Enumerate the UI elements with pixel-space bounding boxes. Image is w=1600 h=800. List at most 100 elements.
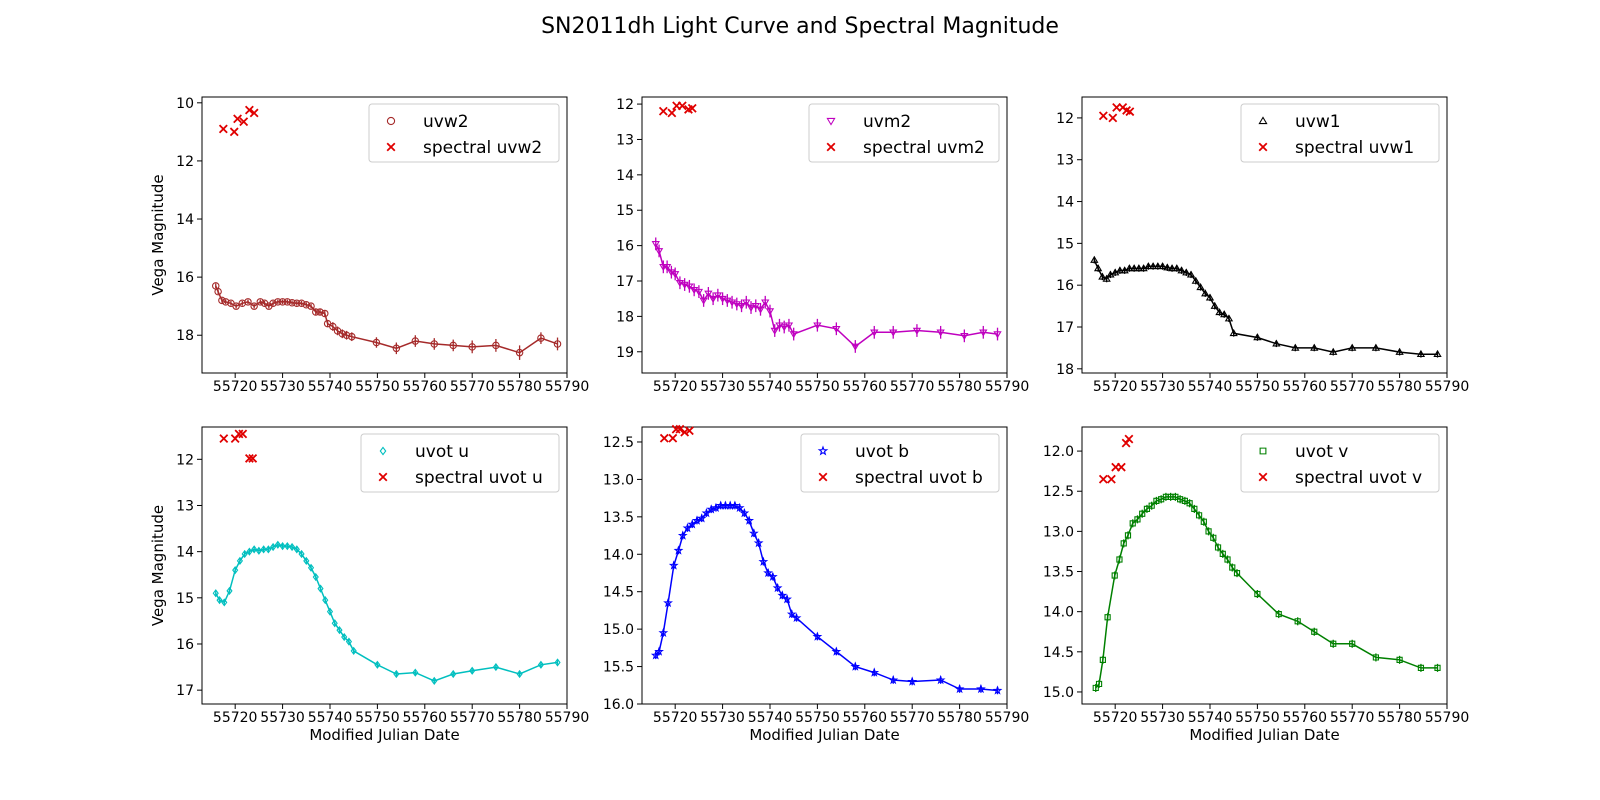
data-point	[1158, 496, 1165, 503]
data-point	[372, 338, 381, 347]
data-point	[293, 299, 301, 308]
data-point	[331, 619, 338, 628]
y-tick-label: 13.0	[1043, 524, 1074, 540]
subplot-uvot-u: 55720 55730 55740 55750 55760 55770 55780 55790…	[149, 426, 589, 744]
data-point	[251, 545, 258, 554]
y-tick-label: 19	[616, 345, 634, 361]
legend-label: uvm2	[863, 112, 911, 132]
data-point	[673, 545, 684, 555]
x-tick-label: 55760	[843, 379, 888, 395]
legend: uvm2 spectral uvm2	[808, 103, 1000, 163]
data-point	[246, 547, 253, 556]
data-point	[1311, 628, 1318, 635]
data-point	[345, 637, 353, 646]
legend-marker	[1258, 472, 1268, 482]
data-point	[288, 542, 296, 552]
data-point	[791, 612, 802, 623]
data-point	[912, 327, 922, 335]
data-point	[1214, 544, 1222, 551]
y-tick-label: 15.5	[603, 660, 634, 676]
data-point	[1125, 264, 1134, 272]
y-tick-label: 14.0	[1043, 605, 1074, 621]
data-point	[1433, 349, 1442, 357]
x-tick-label: 55740	[308, 379, 353, 395]
x-tick-label: 55720	[653, 379, 698, 395]
data-point	[907, 676, 918, 686]
legend-marker	[378, 472, 388, 482]
data-point	[1111, 572, 1118, 579]
data-point	[1396, 656, 1403, 663]
data-point	[1224, 556, 1231, 563]
x-tick-label: 55720	[213, 710, 258, 726]
spectral-point	[658, 106, 668, 116]
data-point	[767, 571, 778, 581]
spectral-point	[1124, 434, 1134, 444]
x-tick-label: 55740	[748, 379, 793, 395]
data-point	[1090, 255, 1099, 263]
data-point	[751, 302, 760, 311]
x-tick-label: 55790	[985, 710, 1030, 726]
y-tick-label: 13.5	[1043, 565, 1074, 581]
data-point	[662, 264, 672, 272]
spectral-point	[1098, 474, 1108, 484]
legend-box	[808, 103, 1000, 163]
legend-label: uvw2	[423, 112, 469, 132]
data-point	[288, 298, 296, 307]
spectral-point	[659, 433, 669, 443]
data-point	[312, 572, 319, 582]
data-point	[468, 343, 476, 351]
y-tick-label: 16	[1056, 278, 1074, 294]
y-tick-label: 10	[176, 96, 194, 112]
data-point	[1163, 263, 1172, 271]
data-point	[1115, 266, 1125, 274]
x-tick-label: 55730	[260, 710, 305, 726]
x-tick-label: 55750	[355, 379, 400, 395]
data-point	[1330, 640, 1337, 647]
data-point	[1349, 640, 1356, 647]
y-tick-label: 12.5	[603, 435, 634, 451]
x-tick-label: 55760	[843, 710, 888, 726]
data-point	[1220, 310, 1229, 318]
data-point	[515, 348, 524, 357]
x-tick-label: 55760	[403, 710, 448, 726]
x-tick-label: 55720	[1093, 379, 1138, 395]
data-point	[761, 299, 770, 307]
x-tick-label: 55770	[1330, 379, 1375, 395]
subplot-uvot-v: 55720 55730 55740 55750 55760 55770 55780 55790…	[1043, 426, 1469, 744]
legend-label: uvot u	[415, 442, 469, 462]
data-point	[1139, 510, 1146, 517]
x-tick-label: 55730	[700, 379, 745, 395]
data-point	[730, 500, 740, 510]
x-tick-label: 55780	[937, 379, 982, 395]
x-tick-label: 55730	[260, 379, 305, 395]
x-tick-label: 55740	[1188, 710, 1233, 726]
data-point	[412, 668, 419, 677]
data-point	[236, 556, 244, 565]
legend: uvw1 spectral uvw1	[1240, 103, 1440, 163]
data-point	[677, 530, 688, 540]
subplot-uvw2: 55720 55730 55740 55750 55760 55770 55780 55790…	[149, 96, 589, 395]
data-point	[316, 308, 324, 316]
x-tick-label: 55740	[748, 710, 793, 726]
y-tick-label: 15	[1056, 236, 1074, 252]
legend: uvot b spectral uvot b	[800, 433, 1000, 493]
y-tick-label: 14	[176, 545, 194, 561]
data-point	[1200, 518, 1207, 525]
x-axis-label: Modified Julian Date	[309, 726, 459, 744]
data-point	[1153, 262, 1163, 270]
data-point	[303, 556, 310, 565]
data-point	[694, 288, 704, 296]
x-tick-label: 55770	[450, 379, 495, 395]
data-point	[492, 341, 500, 350]
x-tick-label: 55780	[1377, 710, 1422, 726]
data-point	[696, 513, 707, 523]
x-tick-label: 55750	[795, 710, 840, 726]
legend-marker	[1258, 116, 1268, 125]
x-tick-label: 55780	[937, 710, 982, 726]
data-point	[663, 597, 673, 608]
data-point	[1129, 264, 1139, 272]
data-point	[851, 343, 860, 351]
data-point	[704, 290, 713, 298]
y-tick-label: 17	[176, 683, 194, 699]
y-tick-label: 18	[176, 328, 194, 344]
